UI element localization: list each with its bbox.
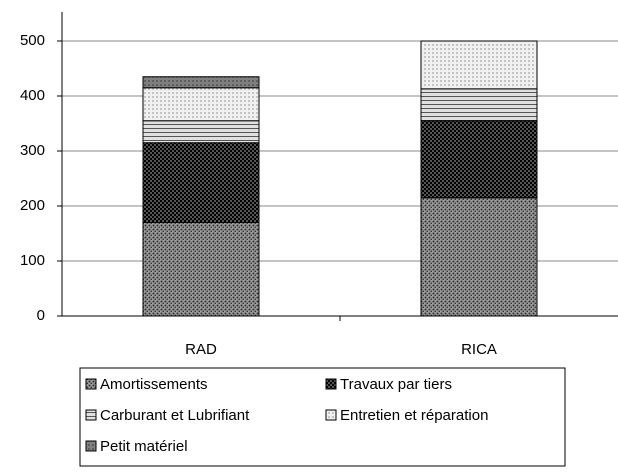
legend-swatch bbox=[85, 409, 97, 421]
bar-segment bbox=[420, 120, 538, 199]
legend-label: Travaux par tiers bbox=[340, 376, 452, 393]
x-tick-label: RAD bbox=[185, 341, 217, 358]
bar-segment bbox=[420, 197, 538, 317]
y-tick-label: 400 bbox=[20, 87, 45, 104]
legend-swatch bbox=[85, 378, 97, 390]
y-tick-label: 200 bbox=[20, 197, 45, 214]
bar-segment bbox=[142, 76, 260, 89]
x-tick-label: RICA bbox=[461, 341, 497, 358]
bar-segment bbox=[142, 87, 260, 122]
legend-label: Petit matériel bbox=[100, 438, 188, 455]
legend-swatch bbox=[85, 440, 97, 452]
legend-swatch bbox=[325, 378, 337, 390]
legend-box bbox=[79, 367, 566, 467]
y-tick-label: 100 bbox=[20, 252, 45, 269]
legend-label: Carburant et Lubrifiant bbox=[100, 407, 250, 424]
y-tick-label: 0 bbox=[37, 307, 45, 324]
legend-label: Entretien et réparation bbox=[340, 407, 488, 424]
bar-segment bbox=[142, 142, 260, 223]
legend-swatch bbox=[325, 409, 337, 421]
bar-segment bbox=[420, 40, 538, 90]
legend-label: Amortissements bbox=[100, 376, 208, 393]
y-tick-label: 300 bbox=[20, 142, 45, 159]
bar-segment bbox=[420, 88, 538, 122]
bar-segment bbox=[142, 120, 260, 144]
y-tick-label: 500 bbox=[20, 32, 45, 49]
bar-segment bbox=[142, 222, 260, 317]
